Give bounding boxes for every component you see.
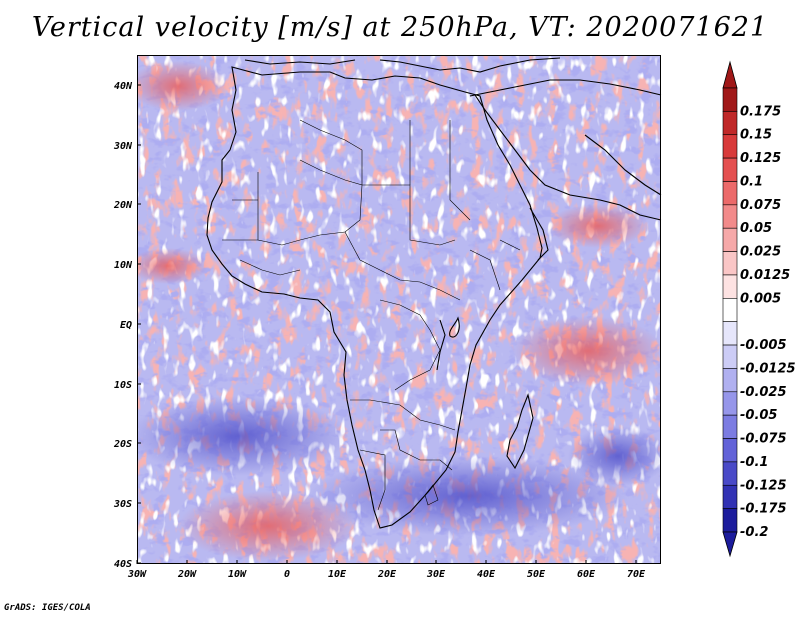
lon-tick-label: 60E (577, 569, 596, 580)
lon-tick-label: 10E (328, 569, 347, 580)
colorbar: 0.175 0.15 0.125 0.1 0.075 0.05 0.025 0.0125 0.0… (722, 60, 796, 558)
colorbar-swatch (722, 111, 738, 136)
lon-tick-label: 40E (477, 569, 496, 580)
colorbar-label: -0.125 (740, 478, 787, 493)
map-title: Vertical velocity [m/s] at 250hPa, VT: 2… (31, 12, 769, 43)
colorbar-label: -0.0125 (740, 361, 796, 376)
lat-tick-label: 40S (114, 559, 132, 570)
colorbar-swatch (722, 204, 738, 229)
colorbar-swatch (722, 251, 738, 276)
credit-text: GrADS: IGES/COLA (4, 603, 91, 613)
lon-tick-label: 30W (127, 569, 147, 580)
colorbar-swatch (722, 274, 738, 299)
vertical-velocity-field (138, 56, 660, 563)
map-plot-area (137, 55, 661, 564)
country-borders (222, 119, 521, 511)
lat-tick-label: 40N (114, 81, 133, 92)
colorbar-swatch (722, 344, 738, 369)
colorbar-swatch (722, 87, 738, 112)
colorbar-label: 0.125 (740, 151, 781, 166)
lat-tick-labels: 40N 30N 20N 10N EQ 10S 20S 30S 40S (113, 81, 133, 570)
colorbar-label: 0.175 (740, 104, 781, 119)
colorbar-label: -0.075 (740, 432, 787, 447)
lat-tick-label: EQ (120, 320, 132, 331)
colorbar-swatch (722, 414, 738, 439)
lon-tick-labels: 30W 20W 10W 0 10E 20E 30E 40E 50E 60E 70… (127, 569, 646, 580)
lat-tick-label: 20N (113, 200, 133, 211)
colorbar-swatch (722, 134, 738, 159)
colorbar-label: 0.075 (740, 198, 781, 213)
colorbar-swatch (722, 181, 738, 206)
colorbar-swatch (722, 157, 738, 182)
colorbar-label: -0.175 (740, 502, 787, 517)
lat-tick-label: 20S (113, 439, 132, 450)
lat-tick-label: 10N (114, 260, 133, 271)
colorbar-swatch (722, 391, 738, 416)
colorbar-label: -0.005 (740, 338, 787, 353)
lon-tick-label: 10W (228, 569, 247, 580)
colorbar-label: -0.1 (740, 455, 768, 470)
colorbar-swatch (722, 438, 738, 463)
lat-tick-label: 10S (114, 380, 132, 391)
colorbar-swatch (722, 484, 738, 509)
colorbar-label: -0.025 (740, 385, 787, 400)
lat-tick-label: 30S (113, 499, 132, 510)
colorbar-label: -0.2 (740, 525, 768, 540)
lat-tick-label: 30N (113, 141, 133, 152)
colorbar-label: 0.15 (740, 128, 772, 143)
colorbar-label: 0.005 (740, 291, 781, 306)
colorbar-label: 0.05 (740, 221, 772, 236)
colorbar-swatch (722, 321, 738, 346)
lon-tick-label: 50E (527, 569, 546, 580)
lon-ticks (136, 560, 637, 564)
colorbar-bottom-arrow (722, 531, 738, 558)
colorbar-swatch (722, 461, 738, 486)
colorbar-label: -0.05 (740, 408, 777, 423)
lon-tick-label: 0 (284, 569, 290, 580)
lon-tick-label: 20E (377, 569, 397, 580)
colorbar-label: 0.1 (740, 174, 763, 189)
lat-ticks (137, 84, 141, 564)
colorbar-swatch (722, 368, 738, 393)
colorbar-swatch (722, 298, 738, 322)
lon-tick-label: 70E (627, 569, 646, 580)
coastlines (206, 57, 662, 529)
colorbar-top-arrow (722, 60, 738, 89)
lon-tick-label: 30E (426, 569, 446, 580)
colorbar-label: 0.025 (740, 245, 781, 260)
colorbar-swatch (722, 508, 738, 533)
colorbar-swatch (722, 227, 738, 252)
lon-tick-label: 20W (177, 569, 197, 580)
colorbar-label: 0.0125 (740, 268, 790, 283)
